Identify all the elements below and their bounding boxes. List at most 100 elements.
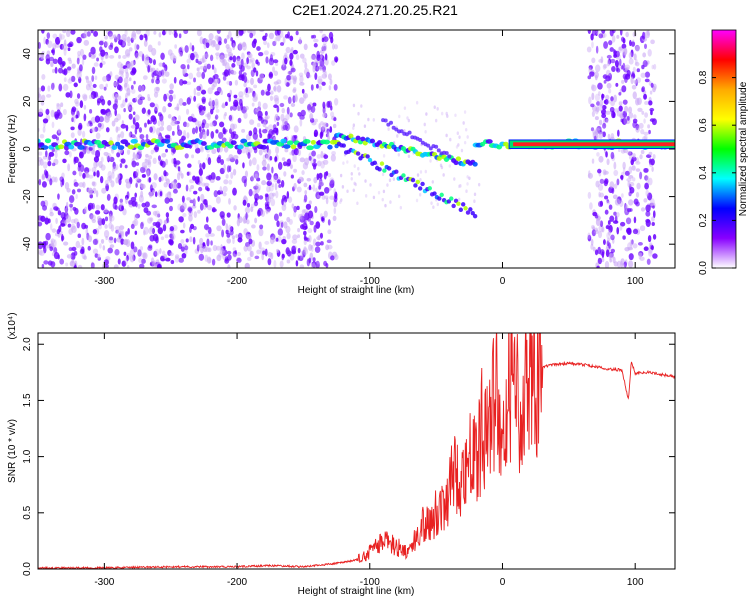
- spectrogram-cell: [102, 245, 106, 251]
- spectrogram-cell: [643, 93, 647, 100]
- spectrogram-cell: [465, 189, 468, 194]
- spectrogram-cell: [128, 47, 133, 52]
- spectrogram-cell: [160, 236, 165, 241]
- spectrogram-cell: [108, 175, 113, 184]
- spectrogram-cell: [221, 229, 225, 238]
- spectrogram-cell: [161, 160, 166, 168]
- spectrogram-cell: [205, 233, 210, 238]
- spectrogram-cell: [154, 103, 159, 112]
- snr-y-multiplier: (x10⁴): [7, 312, 18, 339]
- spectrogram-cell: [598, 91, 601, 96]
- spectrogram-cell: [636, 182, 641, 190]
- spectrogram-cell: [130, 196, 137, 202]
- spectrogram-cell: [202, 162, 206, 170]
- spectrogram-cell: [76, 93, 81, 99]
- spectrogram-cell: [68, 41, 74, 47]
- spectrogram-cell: [160, 52, 165, 60]
- spectrogram-cell: [594, 93, 601, 102]
- spectrogram-cell: [262, 250, 266, 255]
- spectrogram-cell: [211, 206, 216, 213]
- spectrogram-cell: [180, 64, 186, 70]
- spectrogram-cell: [642, 52, 647, 58]
- spectrogram-cell: [310, 245, 314, 252]
- spectrogram-cell: [312, 184, 316, 192]
- spectrogram-cell: [602, 64, 607, 70]
- spectrogram-cell: [229, 56, 233, 61]
- spectrogram-cell: [382, 168, 387, 173]
- spectrogram-cell: [126, 87, 131, 96]
- spectrogram-cell: [50, 261, 56, 268]
- spectrogram-cell: [204, 254, 209, 263]
- spectrogram-cell: [590, 127, 595, 132]
- spectrogram-cell: [70, 132, 75, 139]
- spectrogram-cell: [257, 209, 261, 217]
- spectrogram-cell: [643, 198, 648, 203]
- colorbar-tick-label: 0.0: [698, 261, 709, 275]
- spectrogram-cell: [382, 189, 386, 194]
- spectrogram-cell: [124, 30, 128, 37]
- spectrogram-cell: [186, 97, 191, 105]
- spectrogram-cell: [51, 162, 56, 167]
- spectrogram-cell: [322, 125, 326, 131]
- spectrogram-cell: [249, 119, 255, 125]
- spectrogram-cell: [169, 239, 174, 246]
- spectrogram-cell: [617, 129, 620, 137]
- spectrogram-cell: [591, 84, 597, 92]
- spectrogram-cell: [120, 231, 124, 236]
- spectrogram-cell: [224, 62, 230, 70]
- spectrogram-cell: [147, 119, 150, 125]
- spectrogram-cell: [105, 152, 112, 161]
- spectrogram-cell: [213, 80, 217, 88]
- spectrogram-cell: [622, 62, 626, 71]
- spectrogram-cell: [635, 191, 640, 198]
- spectrogram-cell: [188, 72, 194, 80]
- spectrogram-cell: [152, 233, 159, 242]
- spectrogram-cell: [206, 238, 210, 247]
- spectrogram-cell: [64, 150, 70, 156]
- spectrogram-cell: [228, 95, 232, 102]
- spectrogram-cell: [644, 175, 649, 181]
- spectrogram-cell: [620, 118, 624, 123]
- spectrogram-cell: [71, 113, 76, 119]
- spectrogram-cell: [187, 207, 193, 212]
- spectrogram-cell: [147, 109, 151, 115]
- spectrogram-cell: [352, 123, 356, 128]
- spectrogram-cell: [83, 30, 88, 39]
- spectrogram-cell: [315, 221, 321, 229]
- spectrogram-cell: [649, 90, 653, 95]
- spectrogram-cell: [119, 67, 125, 75]
- spectrogram-cell: [463, 206, 468, 211]
- spectrogram-cell: [248, 188, 253, 197]
- spectrogram-cell: [325, 197, 329, 205]
- spectrogram-cell: [297, 149, 302, 157]
- spectrogram-cell: [256, 122, 261, 128]
- spectrogram-cell: [219, 247, 225, 255]
- colorbar-tick-label: 0.8: [698, 70, 709, 84]
- spectrogram-cell: [68, 151, 72, 158]
- spectrogram-cell: [127, 42, 131, 47]
- spectrogram-cell: [281, 238, 287, 245]
- spectrogram-cell: [636, 68, 641, 73]
- spectrogram-cell: [599, 220, 604, 228]
- spectrogram-cell: [169, 83, 174, 90]
- spectrogram-cell: [457, 143, 460, 147]
- spectrogram-cell: [601, 105, 607, 110]
- spectrogram-cell: [205, 42, 210, 49]
- spectrogram-cell: [152, 189, 156, 194]
- spectrogram-cell: [139, 34, 144, 41]
- spectrogram-cell: [71, 106, 77, 113]
- spectrogram-cell: [237, 148, 242, 155]
- spectrogram-cell: [174, 254, 180, 259]
- spectrogram-cell: [632, 228, 639, 235]
- spectrogram-cell: [256, 46, 261, 51]
- spectrogram-cell: [147, 159, 152, 165]
- spectrogram-cell: [587, 191, 592, 199]
- spectrogram-cell: [269, 155, 273, 161]
- x-tick-label: 100: [627, 276, 644, 287]
- spectrogram-cell: [323, 139, 331, 145]
- spectrogram-cell: [326, 239, 332, 244]
- spectrogram-cell: [245, 212, 248, 220]
- spectrogram-cell: [79, 100, 84, 109]
- spectrogram-cell: [168, 197, 174, 203]
- spectrogram-cell: [639, 171, 643, 180]
